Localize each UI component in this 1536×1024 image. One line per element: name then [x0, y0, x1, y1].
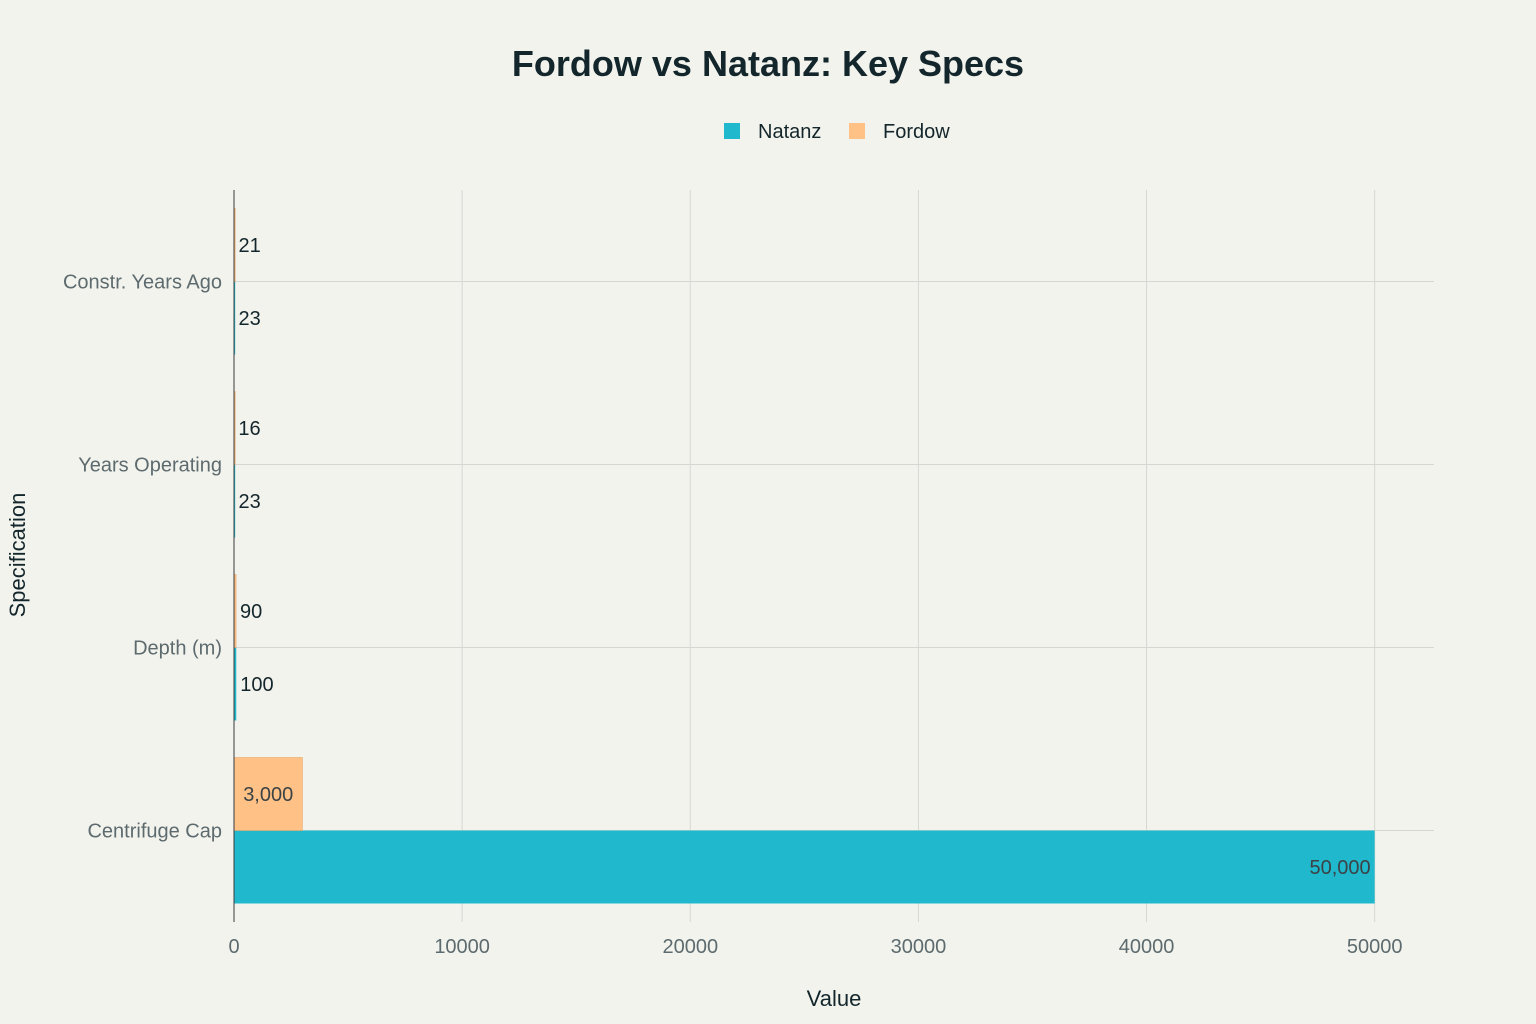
- y-axis-ticks: Centrifuge Cap Depth (m) Years Operating Co…: [63, 272, 222, 843]
- legend-swatch-natanz: [724, 123, 740, 139]
- data-label-fordow-2: 16: [238, 418, 260, 440]
- x-axis-title: Value: [807, 986, 862, 1011]
- data-label-natanz-1: 100: [240, 674, 273, 696]
- x-axis-ticks: 0 10000 20000 30000 40000 50000: [228, 936, 1402, 958]
- bar-natanz-2: [234, 464, 236, 538]
- bar-natanz-3: [234, 281, 236, 355]
- chart-title: Fordow vs Natanz: Key Specs: [512, 43, 1024, 84]
- y-tick-label: Constr. Years Ago: [63, 272, 222, 294]
- x-tick-label: 10000: [434, 936, 490, 958]
- data-label-fordow-1: 90: [240, 601, 262, 623]
- grid: [234, 190, 1434, 922]
- legend-swatch-fordow: [849, 123, 865, 139]
- data-label-natanz-0: 50,000: [1310, 857, 1371, 879]
- x-tick-label: 30000: [891, 936, 947, 958]
- y-tick-label: Years Operating: [78, 455, 222, 477]
- legend-label-fordow: Fordow: [883, 121, 950, 143]
- x-tick-label: 50000: [1347, 936, 1403, 958]
- data-labels: 50,000 100 23 23 3,000 90 16 21: [238, 235, 1370, 879]
- bars: [233, 208, 1375, 904]
- legend: Natanz Fordow: [724, 121, 950, 143]
- y-tick-label: Centrifuge Cap: [87, 821, 222, 843]
- y-axis-title: Specification: [5, 493, 30, 618]
- y-tick-label: Depth (m): [133, 638, 222, 660]
- data-label-natanz-2: 23: [239, 491, 261, 513]
- data-label-fordow-0: 3,000: [243, 784, 293, 806]
- x-tick-label: 20000: [662, 936, 718, 958]
- bar-fordow-0: [233, 757, 303, 831]
- x-tick-label: 0: [228, 936, 239, 958]
- bar-natanz-1: [234, 647, 237, 721]
- x-tick-label: 40000: [1119, 936, 1175, 958]
- legend-label-natanz: Natanz: [758, 121, 821, 143]
- bar-natanz-0: [234, 830, 1375, 904]
- data-label-fordow-3: 21: [238, 235, 260, 257]
- data-label-natanz-3: 23: [239, 308, 261, 330]
